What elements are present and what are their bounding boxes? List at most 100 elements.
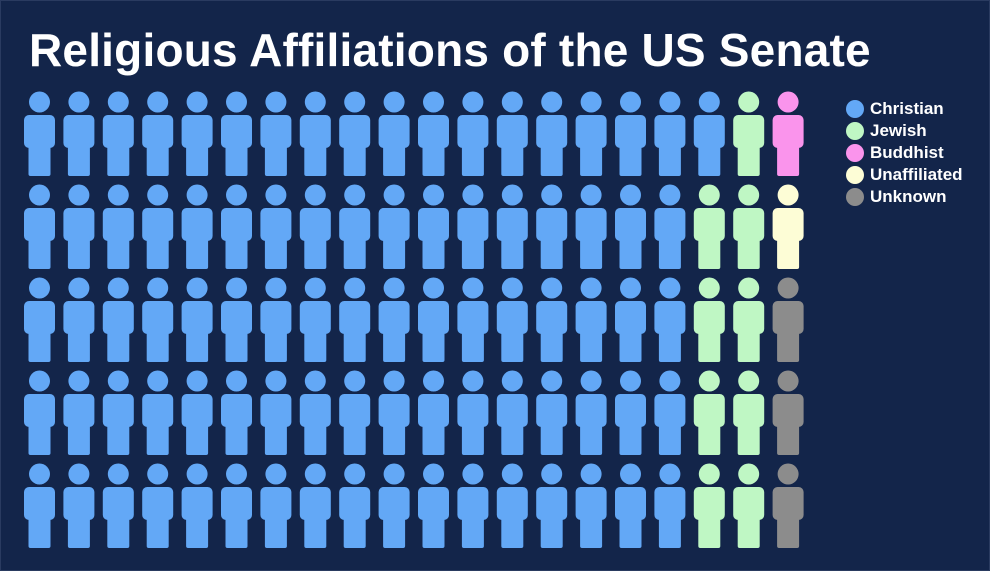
person-icon-christian bbox=[654, 463, 686, 548]
person-icon-buddhist bbox=[772, 91, 804, 176]
legend-swatch-buddhist bbox=[846, 144, 864, 162]
legend-swatch-jewish bbox=[846, 122, 864, 140]
person-icon-christian bbox=[142, 463, 174, 548]
person-icon-christian bbox=[575, 91, 607, 176]
legend-label: Jewish bbox=[870, 121, 927, 140]
person-icon-christian bbox=[418, 91, 449, 176]
person-icon-christian bbox=[24, 277, 55, 362]
person-icon-christian bbox=[299, 370, 331, 455]
legend-swatch-unaffiliated bbox=[846, 166, 864, 184]
chart-title: Religious Affiliations of the US Senate bbox=[29, 24, 871, 76]
person-icon-christian bbox=[378, 184, 410, 269]
person-icon-christian bbox=[536, 277, 568, 362]
person-icon-christian bbox=[63, 463, 95, 548]
person-icon-christian bbox=[615, 91, 646, 176]
person-icon-christian bbox=[299, 463, 331, 548]
person-icon-christian bbox=[339, 370, 371, 455]
person-icon-jewish bbox=[733, 463, 765, 548]
person-icon-christian bbox=[299, 277, 331, 362]
person-icon-christian bbox=[102, 370, 134, 455]
person-icon-unknown bbox=[772, 277, 804, 362]
person-icon-christian bbox=[615, 277, 646, 362]
person-icon-christian bbox=[142, 184, 174, 269]
person-icon-christian bbox=[181, 463, 213, 548]
person-icon-christian bbox=[496, 91, 528, 176]
person-icon-christian bbox=[496, 463, 528, 548]
person-icon-christian bbox=[418, 370, 449, 455]
person-icon-jewish bbox=[693, 277, 725, 362]
person-icon-christian bbox=[418, 277, 449, 362]
person-icon-christian bbox=[615, 184, 646, 269]
person-icon-christian bbox=[299, 184, 331, 269]
person-icon-christian bbox=[575, 277, 607, 362]
legend: Christian Jewish Buddhist Unaffiliated Unkno… bbox=[846, 98, 963, 208]
person-icon-christian bbox=[260, 91, 292, 176]
person-icon-christian bbox=[496, 184, 528, 269]
legend-item-jewish: Jewish bbox=[846, 120, 963, 142]
person-icon-christian bbox=[102, 277, 134, 362]
person-icon-jewish bbox=[733, 184, 765, 269]
person-icon-unknown bbox=[772, 370, 804, 455]
person-icon-christian bbox=[181, 184, 213, 269]
person-icon-christian bbox=[536, 370, 568, 455]
person-icon-christian bbox=[496, 370, 528, 455]
person-icon-christian bbox=[24, 463, 55, 548]
person-icon-jewish bbox=[733, 370, 765, 455]
legend-item-christian: Christian bbox=[846, 98, 963, 120]
legend-label: Buddhist bbox=[870, 143, 944, 162]
person-icon-christian bbox=[339, 463, 371, 548]
legend-swatch-unknown bbox=[846, 188, 864, 206]
person-icon-christian bbox=[221, 91, 252, 176]
person-icon-christian bbox=[457, 463, 489, 548]
person-icon-christian bbox=[221, 184, 252, 269]
person-icon-christian bbox=[24, 91, 55, 176]
person-icon-christian bbox=[339, 277, 371, 362]
person-icon-christian bbox=[418, 463, 449, 548]
person-icon-christian bbox=[496, 277, 528, 362]
person-icon-christian bbox=[260, 370, 292, 455]
person-icon-christian bbox=[142, 277, 174, 362]
legend-label: Unknown bbox=[870, 187, 947, 206]
person-icon-christian bbox=[181, 277, 213, 362]
legend-label: Christian bbox=[870, 99, 944, 118]
person-icon-christian bbox=[221, 277, 252, 362]
legend-item-unknown: Unknown bbox=[846, 186, 963, 208]
person-icon-jewish bbox=[693, 370, 725, 455]
person-icon-christian bbox=[260, 463, 292, 548]
person-icon-christian bbox=[378, 91, 410, 176]
person-icon-christian bbox=[378, 463, 410, 548]
person-icon-christian bbox=[536, 463, 568, 548]
person-icon-christian bbox=[575, 370, 607, 455]
person-icon-christian bbox=[457, 91, 489, 176]
person-icon-christian bbox=[575, 463, 607, 548]
person-icon-christian bbox=[339, 91, 371, 176]
person-icon-christian bbox=[102, 91, 134, 176]
legend-swatch-christian bbox=[846, 100, 864, 118]
person-icon-jewish bbox=[733, 91, 765, 176]
person-icon-christian bbox=[63, 91, 95, 176]
person-icon-christian bbox=[536, 184, 568, 269]
person-icon-christian bbox=[693, 91, 725, 176]
person-icon-jewish bbox=[733, 277, 765, 362]
person-icon-christian bbox=[457, 370, 489, 455]
person-icon-christian bbox=[102, 463, 134, 548]
person-icon-unknown bbox=[772, 463, 804, 548]
person-icon-christian bbox=[457, 277, 489, 362]
person-icon-christian bbox=[63, 277, 95, 362]
person-icon-christian bbox=[24, 184, 55, 269]
person-icon-christian bbox=[654, 184, 686, 269]
person-icon-unaffiliated bbox=[772, 184, 804, 269]
person-icon-christian bbox=[181, 370, 213, 455]
person-icon-christian bbox=[457, 184, 489, 269]
person-icon-christian bbox=[221, 370, 252, 455]
person-icon-christian bbox=[24, 370, 55, 455]
legend-item-buddhist: Buddhist bbox=[846, 142, 963, 164]
person-icon-christian bbox=[378, 370, 410, 455]
person-icon-christian bbox=[260, 184, 292, 269]
person-icon-christian bbox=[63, 370, 95, 455]
person-icon-christian bbox=[575, 184, 607, 269]
person-icon-christian bbox=[654, 91, 686, 176]
person-icon-jewish bbox=[693, 463, 725, 548]
